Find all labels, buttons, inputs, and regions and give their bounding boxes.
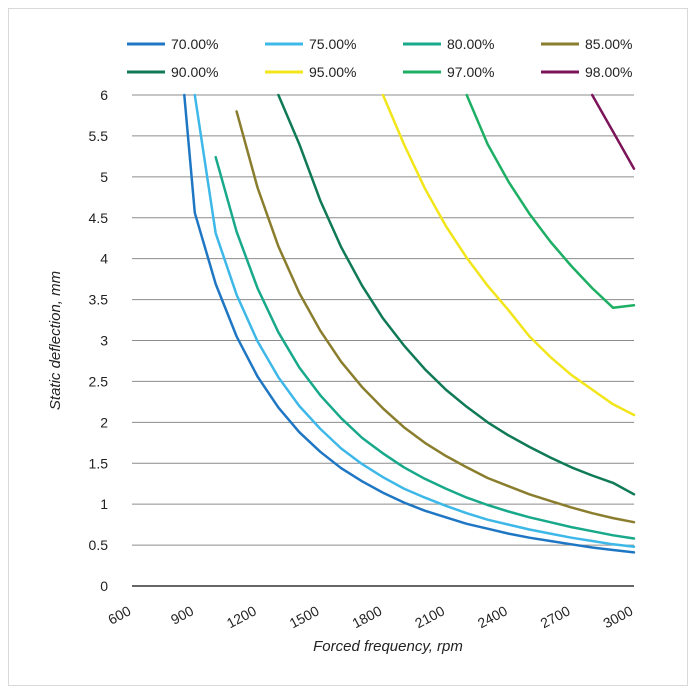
y-tick-label: 3 <box>100 333 108 349</box>
series-line-97-00pct <box>465 93 636 310</box>
x-axis-ticks: 600 900 1200 1500 1800 2100 2400 2700 3000 <box>105 602 635 631</box>
series-line-98-00pct <box>590 93 636 170</box>
chart-frame <box>8 8 688 686</box>
y-tick-label: 3.5 <box>89 292 109 308</box>
x-tick-label: 600 <box>105 602 133 627</box>
legend-label: 70.00% <box>171 36 218 52</box>
y-tick-label: 6 <box>100 87 108 103</box>
series-line-80-00pct <box>214 155 636 540</box>
x-tick-label: 2100 <box>412 602 447 631</box>
x-tick-label: 1200 <box>224 602 259 631</box>
y-tick-label: 5 <box>100 169 108 185</box>
series-lines <box>183 93 636 554</box>
y-tick-label: 4.5 <box>89 210 109 226</box>
y-tick-label: 1 <box>100 496 108 512</box>
legend-label: 75.00% <box>309 36 356 52</box>
x-axis-title: Forced frequency, rpm <box>313 638 463 655</box>
legend-label: 98.00% <box>585 64 632 80</box>
legend: 70.00% 75.00% 80.00% 85.00% 90.00% 95.00% 97.0… <box>127 36 632 80</box>
grid <box>132 94 634 546</box>
y-tick-label: 2.5 <box>89 373 109 389</box>
y-tick-label: 1.5 <box>89 455 109 471</box>
series-line-85-00pct <box>235 110 636 524</box>
series-line-90-00pct <box>277 93 636 496</box>
y-tick-label: 0 <box>100 578 108 594</box>
series-line-75-00pct <box>193 93 636 548</box>
legend-label: 95.00% <box>309 64 356 80</box>
legend-label: 85.00% <box>585 36 632 52</box>
x-tick-label: 1500 <box>287 602 322 631</box>
y-axis-title: Static deflection, mm <box>47 271 64 410</box>
series-line-70-00pct <box>183 93 636 554</box>
x-tick-label: 3000 <box>600 602 635 631</box>
y-tick-label: 2 <box>100 414 108 430</box>
legend-label: 97.00% <box>447 64 494 80</box>
y-tick-label: 4 <box>100 251 108 267</box>
series-line-95-00pct <box>381 93 636 417</box>
x-tick-label: 1800 <box>349 602 384 631</box>
y-tick-label: 0.5 <box>89 537 109 553</box>
legend-label: 90.00% <box>171 64 218 80</box>
y-axis-ticks: 0 0.5 1 1.5 2 2.5 3 3.5 4 4.5 5 5.5 6 <box>89 87 109 594</box>
x-tick-label: 2700 <box>538 602 573 631</box>
legend-label: 80.00% <box>447 36 494 52</box>
x-tick-label: 900 <box>168 602 196 627</box>
y-tick-label: 5.5 <box>89 128 109 144</box>
x-tick-label: 2400 <box>475 602 510 631</box>
